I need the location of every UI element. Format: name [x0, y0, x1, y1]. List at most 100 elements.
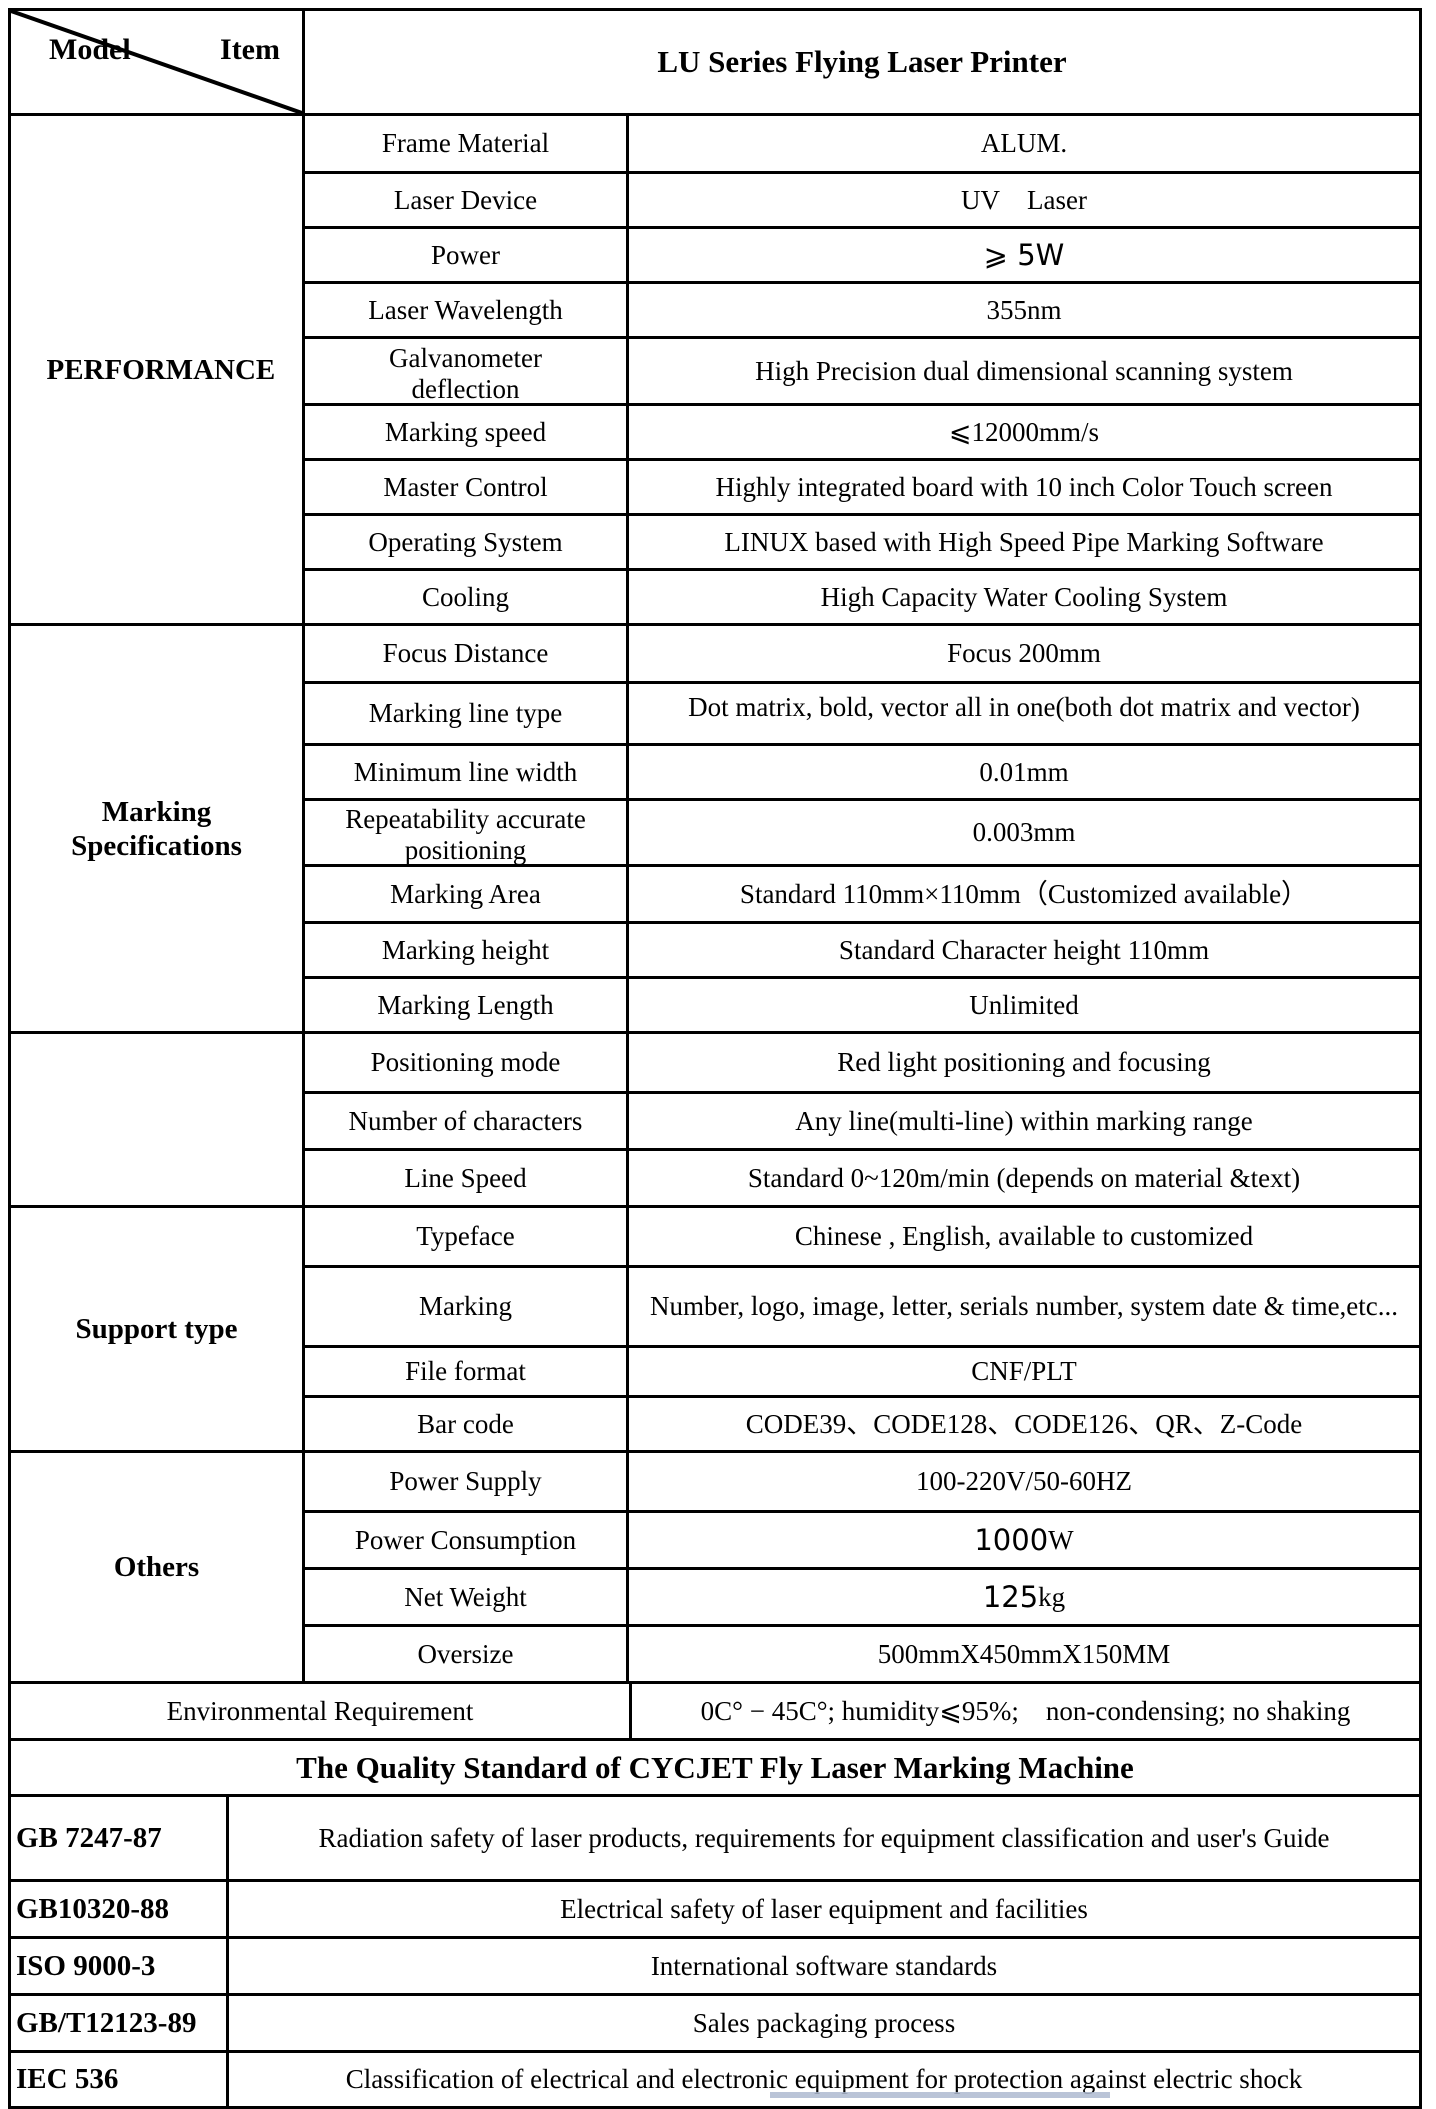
section-label: Others: [11, 1453, 305, 1681]
standard-row: IEC 536 Classification of electrical and…: [11, 2050, 1419, 2106]
row-value: Highly integrated board with 10 inch Col…: [715, 471, 1333, 502]
row-label: Number of characters: [305, 1094, 629, 1148]
section-rows: Focus Distance Focus 200mm Marking line …: [305, 626, 1419, 1031]
table-row: Oversize 500mmX450mmX150MM: [305, 1624, 1419, 1681]
standard-row: ISO 9000-3 International software standa…: [11, 1936, 1419, 1993]
table-row: Power ⩾ 5W: [305, 226, 1419, 281]
section-label: Support type: [11, 1208, 305, 1450]
row-value: Chinese , English, available to customiz…: [794, 1221, 1254, 1251]
row-label: Marking height: [305, 924, 629, 976]
standard-code: GB/T12123-89: [11, 1996, 229, 2050]
section-label-text: Marking Specifications: [71, 795, 242, 862]
row-label: Marking speed: [305, 406, 629, 458]
row-value: ALUM.: [980, 128, 1068, 158]
table-row: Net Weight 125 kg: [305, 1567, 1419, 1624]
row-label: Master Control: [305, 461, 629, 513]
row-value: 100-220V/50-60HZ: [916, 1466, 1132, 1496]
table-row: Laser Wavelength 355nm: [305, 281, 1419, 336]
section-others: Others Power Supply 100-220V/50-60HZ Pow…: [11, 1450, 1419, 1681]
power-value: ⩾ 5W: [983, 237, 1065, 272]
row-value: CNF/PLT: [971, 1356, 1077, 1386]
row-value: ⩾ 5W: [629, 229, 1419, 281]
row-label: Typeface: [305, 1208, 629, 1265]
table-row: Minimum line width 0.01mm: [305, 743, 1419, 798]
row-label: Marking line type: [305, 684, 629, 743]
standard-code: ISO 9000-3: [11, 1939, 229, 1993]
net-weight-unit: kg: [1038, 1581, 1066, 1612]
table-row: Galvanometer deflection High Precision d…: [305, 336, 1419, 403]
table-row: Bar code CODE39、CODE128、CODE126、QR、Z-Cod…: [305, 1395, 1419, 1450]
row-value: 0C° − 45C°; humidity⩽95%; non-condensing…: [700, 1695, 1351, 1726]
section-label-text: PERFORMANCE: [46, 353, 276, 386]
table-row: File format CNF/PLT: [305, 1345, 1419, 1395]
table-row: Cooling High Capacity Water Cooling Syst…: [305, 568, 1419, 623]
row-label: Operating System: [305, 516, 629, 568]
standard-description: Classification of electrical and electro…: [345, 2064, 1303, 2094]
row-label: Marking Area: [305, 867, 629, 921]
power-consumption-unit: W: [1048, 1524, 1074, 1555]
standard-description: International software standards: [650, 1950, 998, 1981]
row-label: Frame Material: [305, 116, 629, 171]
row-value: Red light positioning and focusing: [837, 1047, 1211, 1077]
quality-standard-title: The Quality Standard of CYCJET Fly Laser…: [11, 1738, 1419, 1794]
item-label: Item: [220, 33, 280, 66]
standard-description: Sales packaging process: [692, 2007, 956, 2038]
row-label: Cooling: [305, 571, 629, 623]
row-label: Focus Distance: [305, 626, 629, 681]
table-row: Line Speed Standard 0~120m/min (depends …: [305, 1148, 1419, 1205]
row-label: Oversize: [305, 1627, 629, 1681]
row-value: Focus 200mm: [947, 638, 1101, 668]
section-rows: Power Supply 100-220V/50-60HZ Power Cons…: [305, 1453, 1419, 1681]
row-value: CODE39、CODE128、CODE126、QR、Z-Code: [745, 1408, 1303, 1439]
standard-code: IEC 536: [11, 2053, 229, 2106]
table-row: Master Control Highly integrated board w…: [305, 458, 1419, 513]
section-positioning: Positioning mode Red light positioning a…: [11, 1031, 1419, 1205]
row-value: Any line(multi-line) within marking rang…: [795, 1105, 1253, 1136]
standard-code: GB10320-88: [11, 1882, 229, 1936]
row-label: Laser Wavelength: [305, 284, 629, 336]
row-value: LINUX based with High Speed Pipe Marking…: [724, 526, 1324, 557]
row-label: Power: [305, 229, 629, 281]
row-value: 500mmX450mmX150MM: [877, 1638, 1171, 1669]
table-row: Power Consumption 1000 W: [305, 1510, 1419, 1567]
row-label: Power Consumption: [305, 1513, 629, 1567]
table-row: Marking line type Dot matrix, bold, vect…: [305, 681, 1419, 743]
spec-table: Model Item LU Series Flying Laser Printe…: [8, 8, 1422, 2109]
standard-row: GB/T12123-89 Sales packaging process: [11, 1993, 1419, 2050]
table-title: LU Series Flying Laser Printer: [657, 44, 1067, 79]
bottom-scroll-artifact: [770, 2092, 1110, 2098]
section-rows: Positioning mode Red light positioning a…: [305, 1034, 1419, 1205]
table-row: Number of characters Any line(multi-line…: [305, 1091, 1419, 1148]
table-row: Repeatability accurate positioning 0.003…: [305, 798, 1419, 864]
row-value: Standard 110mm×110mm（Customized availabl…: [739, 878, 1309, 909]
table-row: Typeface Chinese , English, available to…: [305, 1208, 1419, 1265]
row-label: Environmental Requirement: [11, 1684, 632, 1738]
row-label: Laser Device: [305, 174, 629, 226]
row-value: UV Laser: [961, 184, 1087, 215]
section-marking-specifications: Marking Specifications Focus Distance Fo…: [11, 623, 1419, 1031]
table-row: Operating System LINUX based with High S…: [305, 513, 1419, 568]
section-label-text: Others: [113, 1551, 200, 1583]
row-label: Bar code: [305, 1398, 629, 1450]
table-row: Marking Area Standard 110mm×110mm（Custom…: [305, 864, 1419, 921]
row-label: Galvanometer deflection: [305, 339, 629, 403]
table-row: Marking height Standard Character height…: [305, 921, 1419, 976]
row-label: Power Supply: [305, 1453, 629, 1510]
table-row: Power Supply 100-220V/50-60HZ: [305, 1453, 1419, 1510]
table-row: Frame Material ALUM.: [305, 116, 1419, 171]
table-row: Focus Distance Focus 200mm: [305, 626, 1419, 681]
row-value: Unlimited: [969, 989, 1079, 1020]
model-label: Model: [49, 33, 131, 66]
section-label-text: Support type: [75, 1313, 238, 1345]
model-item-header-cell: Model Item: [11, 11, 305, 113]
row-value: 1000 W: [629, 1513, 1419, 1567]
environmental-requirement-row: Environmental Requirement 0C° − 45C°; hu…: [11, 1681, 1419, 1738]
row-value: 125 kg: [629, 1570, 1419, 1624]
row-value: 0.01mm: [979, 756, 1069, 787]
row-value: 0.003mm: [972, 817, 1076, 847]
row-label: Repeatability accurate positioning: [305, 801, 629, 864]
row-value: Standard Character height 110mm: [838, 934, 1210, 965]
row-value: High Capacity Water Cooling System: [820, 581, 1228, 612]
section-rows: Frame Material ALUM. Laser Device UV Las…: [305, 116, 1419, 623]
